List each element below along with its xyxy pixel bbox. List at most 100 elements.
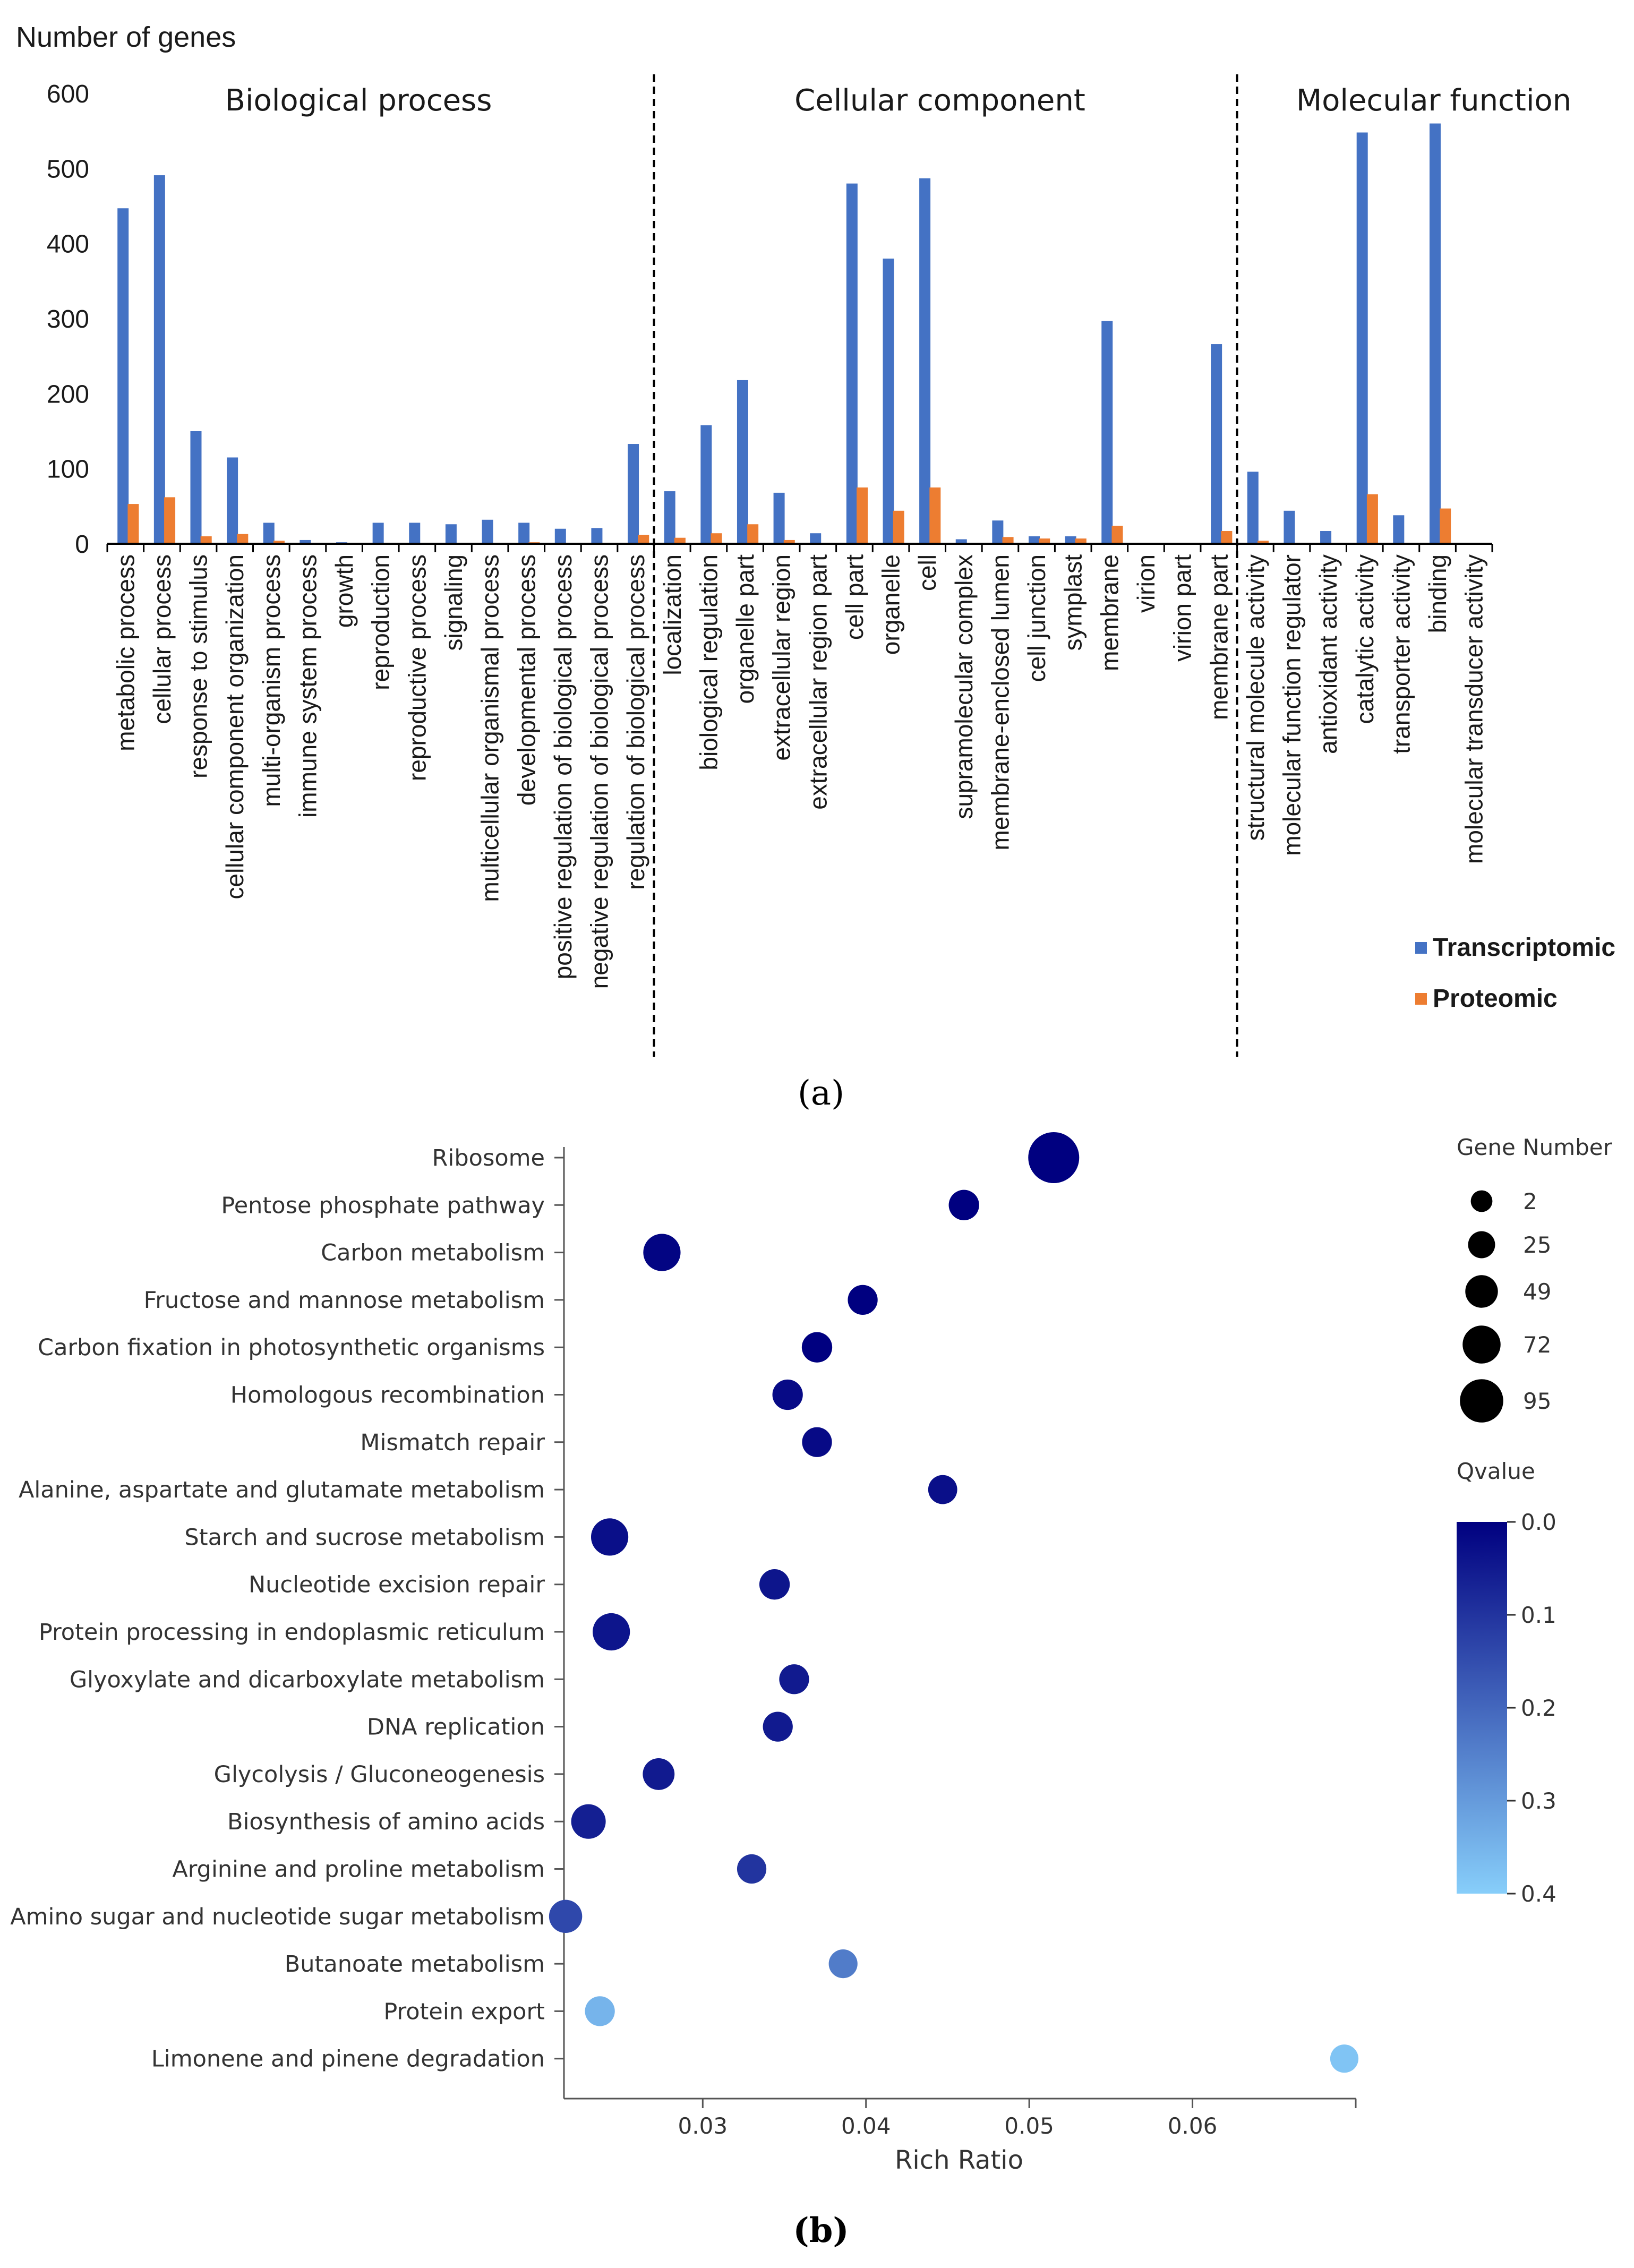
- point-glycolysis-gluconeogenesis: [643, 1758, 675, 1790]
- pathway-label-fructose-and-mannose-metabolism: Fructose and mannose metabolism: [144, 1287, 545, 1314]
- size-legend-circle-25: [1468, 1231, 1495, 1259]
- color-legend: Qvalue 0.0 0.1 0.2 0.3 0.4: [1457, 1458, 1556, 1907]
- point-carbon-fixation-in-photosynthetic-organisms: [801, 1332, 833, 1363]
- bar-proteomic-membrane-enclosed-lumen: [1002, 537, 1014, 544]
- point-homologous-recombination: [772, 1379, 803, 1410]
- bar-proteomic-regulation-of-biological-process: [638, 535, 649, 544]
- x-label-cellular-process: cellular process: [148, 554, 176, 724]
- x-label-regulation-of-biological-process: regulation of biological process: [622, 554, 649, 890]
- y-tick-label-600: 600: [47, 80, 89, 108]
- bar-transcriptomic-transporter-activity: [1393, 515, 1405, 544]
- bar-transcriptomic-extracellular-region-part: [810, 533, 822, 544]
- pathway-label-dna-replication: DNA replication: [367, 1714, 545, 1741]
- x-label-positive-regulation-of-biological-process: positive regulation of biological proces…: [549, 554, 577, 979]
- point-fructose-and-mannose-metabolism: [848, 1285, 878, 1315]
- section-title-biological-process: Biological process: [225, 83, 492, 118]
- x-label-negative-regulation-of-biological-process: negative regulation of biological proces…: [586, 554, 613, 989]
- x-label-localization: localization: [658, 554, 686, 675]
- x-label-molecular-function-regulator: molecular function regulator: [1278, 554, 1306, 856]
- point-limonene-and-pinene-degradation: [1330, 2044, 1359, 2073]
- x-label-catalytic-activity: catalytic activity: [1351, 554, 1379, 724]
- bar-transcriptomic-immune-system-process: [300, 540, 311, 544]
- bar-proteomic-extracellular-region: [783, 540, 795, 544]
- size-legend: Gene Number 2 25 49 72 95: [1457, 1134, 1613, 1423]
- point-mismatch-repair: [802, 1427, 832, 1457]
- x-label-growth: growth: [330, 554, 358, 628]
- bar-transcriptomic-developmental-process: [518, 523, 530, 544]
- bar-proteomic-response-to-stimulus: [200, 536, 212, 544]
- x-tick-label-0.06: 0.06: [1168, 2113, 1218, 2139]
- bar-transcriptomic-signaling: [445, 524, 457, 544]
- panel-a-y-axis-title: Number of genes: [16, 21, 236, 53]
- bar-transcriptomic-membrane-enclosed-lumen: [992, 520, 1004, 544]
- bar-transcriptomic-binding: [1429, 123, 1441, 544]
- x-tick-label-0.05: 0.05: [1004, 2113, 1054, 2139]
- pathway-label-arginine-and-proline-metabolism: Arginine and proline metabolism: [172, 1856, 545, 1883]
- bar-transcriptomic-cellular-process: [153, 175, 165, 544]
- x-label-antioxidant-activity: antioxidant activity: [1314, 554, 1342, 754]
- section-title-molecular-function: Molecular function: [1296, 83, 1571, 118]
- pathway-label-starch-and-sucrose-metabolism: Starch and sucrose metabolism: [184, 1524, 545, 1551]
- color-tick-label-0.0: 0.0: [1521, 1509, 1556, 1535]
- x-label-extracellular-region: extracellular region: [768, 554, 795, 761]
- legend-label-proteomic: Proteomic: [1433, 985, 1558, 1013]
- size-legend-circle-72: [1462, 1325, 1501, 1364]
- y-tick-label-500: 500: [47, 155, 89, 183]
- bar-transcriptomic-localization: [664, 491, 675, 544]
- pathway-label-limonene-and-pinene-degradation: Limonene and pinene degradation: [151, 2046, 545, 2073]
- bar-proteomic-cellular-component-organization: [237, 534, 249, 544]
- color-tick-label-0.4: 0.4: [1521, 1881, 1556, 1907]
- bar-transcriptomic-membrane-part: [1211, 344, 1222, 544]
- x-label-developmental-process: developmental process: [512, 554, 540, 806]
- x-label-molecular-transducer-activity: molecular transducer activity: [1460, 554, 1488, 864]
- pathway-label-protein-export: Protein export: [383, 1998, 545, 2025]
- point-alanine-aspartate-and-glutamate-metabolism: [928, 1475, 957, 1504]
- pathway-label-glycolysis-gluconeogenesis: Glycolysis / Gluconeogenesis: [214, 1761, 545, 1788]
- bar-transcriptomic-organelle: [883, 258, 894, 544]
- x-tick-label-0.04: 0.04: [841, 2113, 891, 2139]
- pathway-label-glyoxylate-and-dicarboxylate-metabolism: Glyoxylate and dicarboxylate metabolism: [70, 1666, 545, 1693]
- color-legend-title: Qvalue: [1457, 1458, 1535, 1484]
- x-label-cell-part: cell part: [841, 554, 868, 640]
- panel-a-bar-chart: Number of genes 0 100 200 300 400 500 600 meta…: [16, 21, 1615, 1113]
- panel-b-caption: (b): [793, 2211, 849, 2250]
- x-label-signaling: signaling: [440, 554, 467, 651]
- panel-a-legend: Transcriptomic Proteomic: [1415, 934, 1615, 1013]
- pathway-label-homologous-recombination: Homologous recombination: [230, 1382, 545, 1409]
- bar-proteomic-metabolic-process: [127, 504, 139, 544]
- x-label-structural-molecule-activity: structural molecule activity: [1242, 554, 1269, 841]
- point-butanoate-metabolism: [828, 1949, 858, 1979]
- color-tick-label-0.2: 0.2: [1521, 1695, 1556, 1721]
- panel-b-points: [549, 1132, 1359, 2073]
- x-label-transporter-activity: transporter activity: [1387, 554, 1415, 754]
- x-label-membrane: membrane: [1096, 554, 1123, 671]
- point-pentose-phosphate-pathway: [948, 1189, 979, 1220]
- bar-proteomic-membrane: [1111, 526, 1123, 544]
- y-tick-label-300: 300: [47, 305, 89, 333]
- color-legend-ticks: 0.0 0.1 0.2 0.3 0.4: [1507, 1509, 1556, 1907]
- pathway-label-carbon-metabolism: Carbon metabolism: [321, 1240, 545, 1266]
- panel-a-bars: [117, 123, 1451, 544]
- point-starch-and-sucrose-metabolism: [591, 1518, 629, 1556]
- pathway-label-biosynthesis-of-amino-acids: Biosynthesis of amino acids: [227, 1809, 545, 1835]
- x-label-organelle-part: organelle part: [731, 554, 759, 704]
- bar-proteomic-membrane-part: [1221, 530, 1233, 544]
- bar-transcriptomic-symplast: [1065, 536, 1076, 544]
- size-legend-label-49: 49: [1523, 1279, 1551, 1305]
- x-label-binding: binding: [1424, 554, 1451, 633]
- bar-proteomic-symplast: [1075, 538, 1087, 544]
- x-label-immune-system-process: immune system process: [294, 554, 321, 818]
- bar-transcriptomic-antioxidant-activity: [1320, 530, 1332, 544]
- size-legend-circle-95: [1460, 1379, 1503, 1423]
- point-carbon-metabolism: [643, 1234, 681, 1271]
- size-legend-circle-49: [1465, 1275, 1498, 1308]
- size-legend-circle-2: [1470, 1190, 1493, 1212]
- pathway-label-amino-sugar-and-nucleotide-sugar-metabolism: Amino sugar and nucleotide sugar metabol…: [10, 1904, 545, 1930]
- pathway-label-butanoate-metabolism: Butanoate metabolism: [285, 1951, 545, 1978]
- panel-a-x-ticks: [106, 544, 1493, 552]
- bar-proteomic-organelle: [893, 510, 904, 544]
- panel-b-bubble-chart: Ribosome Pentose phosphate pathway Carbon …: [10, 1132, 1613, 2250]
- bar-transcriptomic-extracellular-region: [773, 492, 785, 544]
- pathway-label-ribosome: Ribosome: [432, 1145, 545, 1171]
